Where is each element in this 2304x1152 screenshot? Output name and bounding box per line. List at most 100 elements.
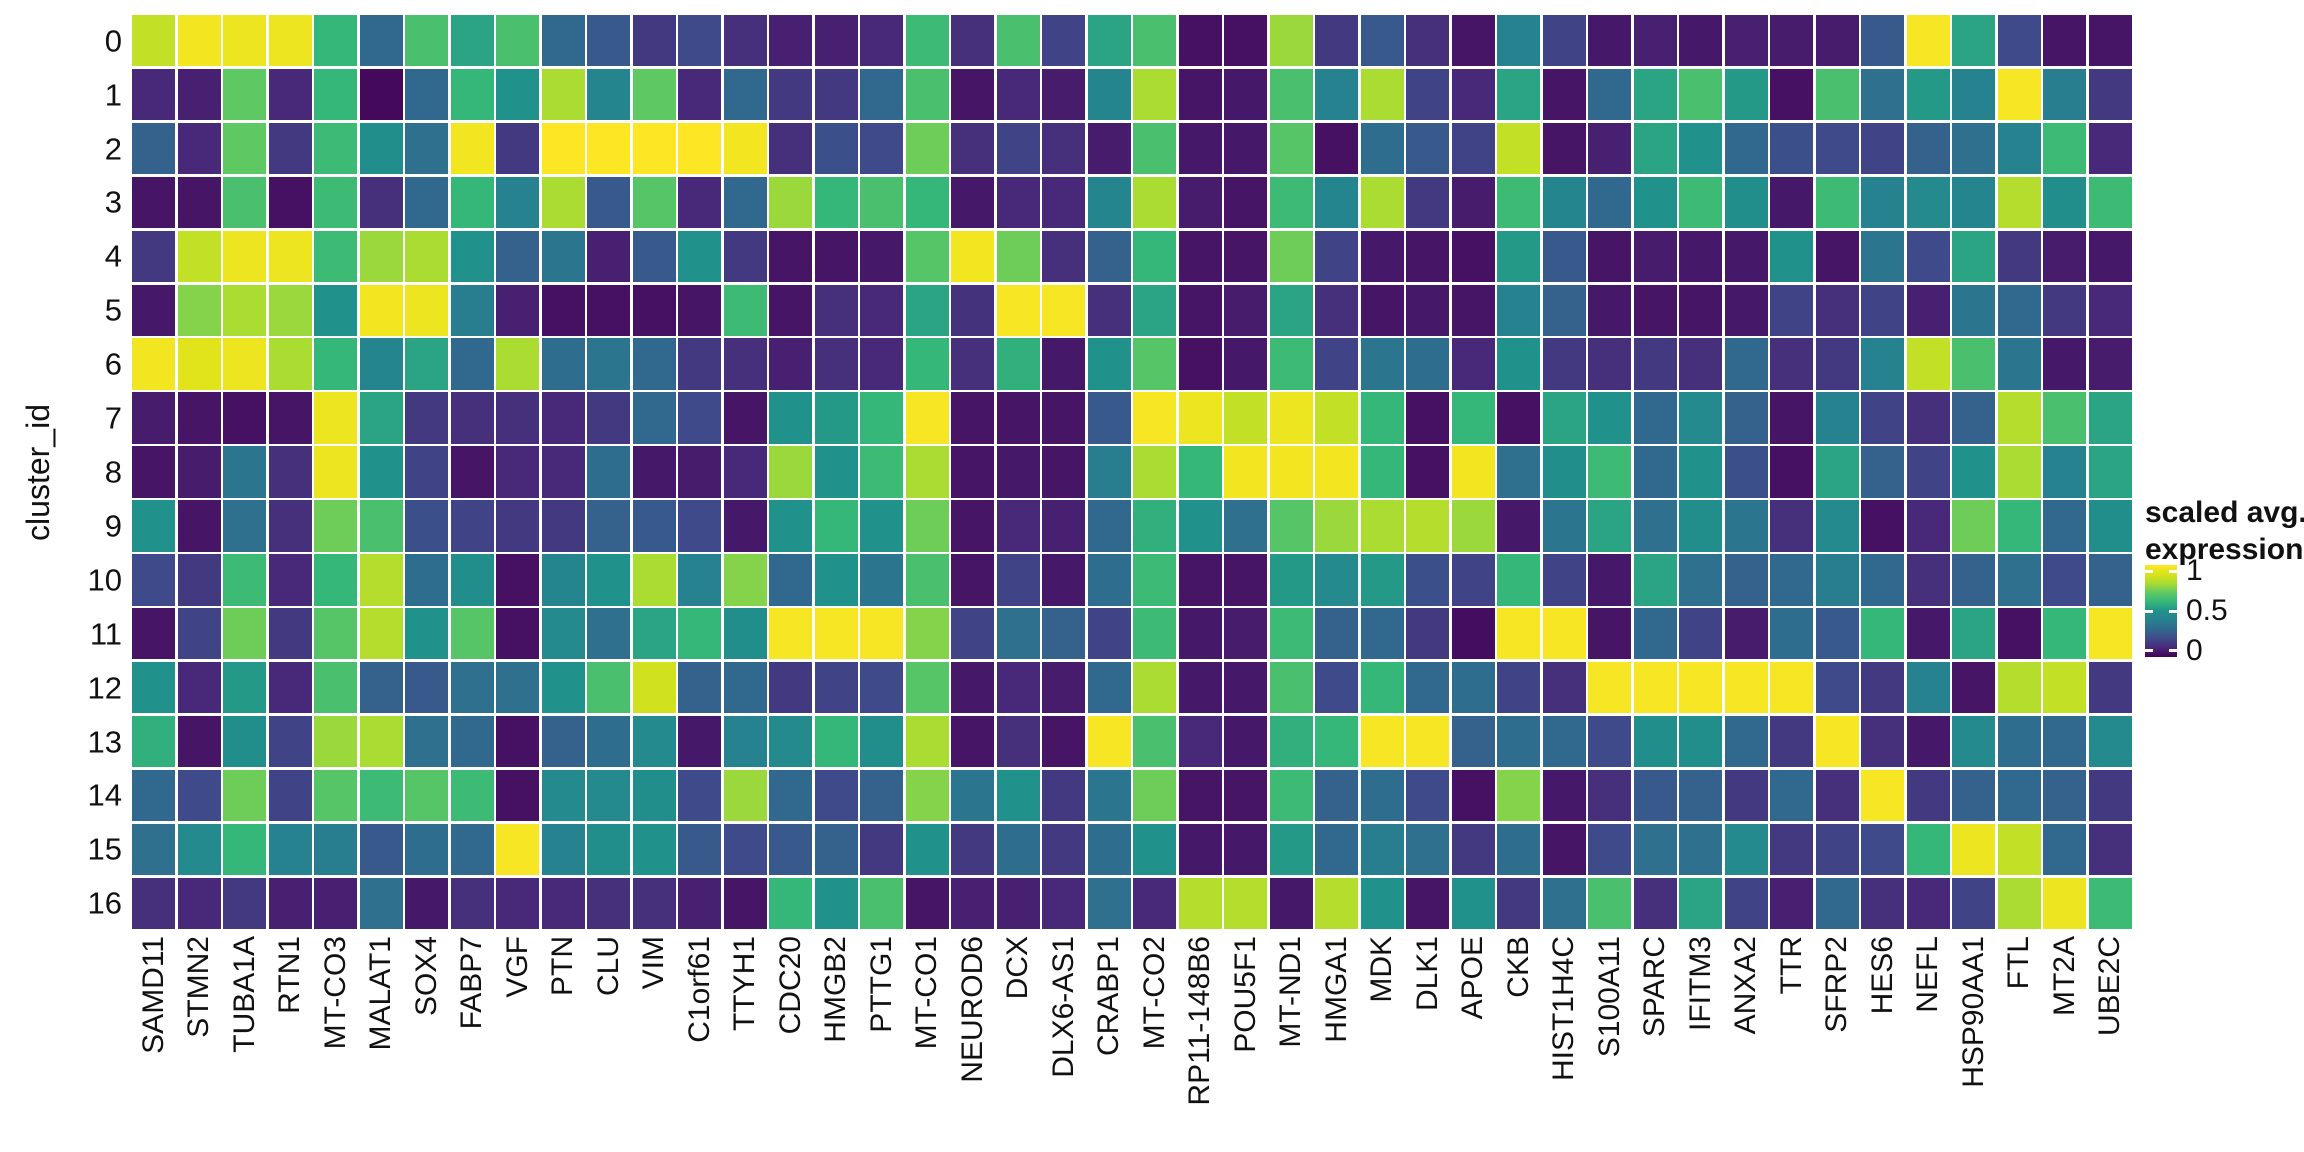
heatmap-cell xyxy=(450,230,494,283)
heatmap-cell xyxy=(996,877,1040,929)
heatmap-cell xyxy=(1906,608,1950,660)
heatmap-cell xyxy=(951,122,995,175)
heatmap-cell xyxy=(1952,284,1996,336)
heatmap-cell xyxy=(769,661,813,714)
heatmap-cell xyxy=(1087,500,1131,552)
heatmap-cell xyxy=(1497,284,1541,336)
heatmap-cell xyxy=(405,15,449,67)
heatmap-cell xyxy=(723,823,767,876)
heatmap-cell xyxy=(860,122,904,175)
heatmap-cell xyxy=(587,15,631,67)
heatmap-cell xyxy=(951,230,995,283)
heatmap-cell xyxy=(1815,500,1859,552)
heatmap-cell xyxy=(177,446,221,498)
x-tick-label: MT-ND1 xyxy=(1274,936,1308,1048)
heatmap-cell xyxy=(268,392,312,444)
heatmap-cell xyxy=(177,68,221,121)
heatmap-cell xyxy=(268,769,312,822)
heatmap-cell xyxy=(1633,338,1677,390)
heatmap-cell xyxy=(1224,446,1268,498)
heatmap-cell xyxy=(905,122,949,175)
heatmap-cell xyxy=(314,661,358,714)
heatmap-cell xyxy=(814,715,858,768)
heatmap-cell xyxy=(2088,554,2132,606)
heatmap-cell xyxy=(951,338,995,390)
heatmap-cell xyxy=(1952,715,1996,768)
heatmap-cell xyxy=(132,230,175,283)
heatmap-cell xyxy=(723,608,767,660)
heatmap-cell xyxy=(1633,392,1677,444)
heatmap-cell xyxy=(314,122,358,175)
heatmap-cell xyxy=(1542,230,1586,283)
heatmap-cell xyxy=(1770,769,1814,822)
heatmap-cell xyxy=(1087,661,1131,714)
heatmap-cell xyxy=(359,15,403,67)
heatmap-cell xyxy=(496,122,540,175)
heatmap-cell xyxy=(1269,68,1313,121)
heatmap-cell xyxy=(1087,392,1131,444)
heatmap-cell xyxy=(1815,392,1859,444)
heatmap-cell xyxy=(1861,122,1905,175)
heatmap-cell xyxy=(1042,715,1086,768)
heatmap-cell xyxy=(541,500,585,552)
heatmap-cell xyxy=(359,769,403,822)
heatmap-cell xyxy=(1588,284,1632,336)
heatmap-cell xyxy=(2043,15,2087,67)
heatmap-cell xyxy=(1906,877,1950,929)
heatmap-cell xyxy=(996,284,1040,336)
heatmap-cell xyxy=(1178,68,1222,121)
heatmap-cell xyxy=(814,284,858,336)
legend-tick-mark xyxy=(2169,569,2177,573)
x-tick-label: SOX4 xyxy=(409,936,443,1017)
heatmap-cell xyxy=(496,554,540,606)
heatmap-cell xyxy=(996,823,1040,876)
heatmap-cell xyxy=(223,392,267,444)
heatmap-cell xyxy=(177,15,221,67)
heatmap-cell xyxy=(405,446,449,498)
heatmap-cell xyxy=(405,769,449,822)
heatmap-cell xyxy=(1178,877,1222,929)
heatmap-cell xyxy=(1042,176,1086,229)
heatmap-cell xyxy=(1224,769,1268,822)
heatmap-cell xyxy=(1588,877,1632,929)
heatmap-cell xyxy=(177,877,221,929)
legend-tick-mark xyxy=(2145,649,2153,653)
heatmap-cell xyxy=(1178,715,1222,768)
heatmap-cell xyxy=(587,68,631,121)
y-tick-label: 13 xyxy=(87,724,122,760)
heatmap-cell xyxy=(1406,392,1450,444)
heatmap-cell xyxy=(723,338,767,390)
heatmap-cell xyxy=(1360,15,1404,67)
heatmap-cell xyxy=(1224,176,1268,229)
heatmap-cell xyxy=(1997,500,2041,552)
heatmap-cell xyxy=(1042,68,1086,121)
x-tick-label: RTN1 xyxy=(273,936,307,1014)
heatmap-cell xyxy=(1042,661,1086,714)
heatmap-cell xyxy=(1633,554,1677,606)
heatmap-cell xyxy=(1360,877,1404,929)
heatmap-cell xyxy=(1451,715,1495,768)
heatmap-cell xyxy=(1451,68,1495,121)
heatmap-cell xyxy=(314,176,358,229)
heatmap-cell xyxy=(860,446,904,498)
heatmap-cell xyxy=(1724,230,1768,283)
heatmap-cell xyxy=(1724,338,1768,390)
heatmap-cell xyxy=(587,500,631,552)
x-tick-label: VGF xyxy=(500,936,534,998)
heatmap-cell xyxy=(1315,122,1359,175)
heatmap-cell xyxy=(314,68,358,121)
heatmap-cell xyxy=(1315,823,1359,876)
heatmap-cell xyxy=(132,122,175,175)
heatmap-cell xyxy=(1087,230,1131,283)
heatmap-cell xyxy=(905,15,949,67)
heatmap-cell xyxy=(587,608,631,660)
heatmap-cell xyxy=(1861,338,1905,390)
legend-tick-mark xyxy=(2169,649,2177,653)
heatmap-cell xyxy=(1133,823,1177,876)
heatmap-cell xyxy=(1815,608,1859,660)
heatmap-cell xyxy=(1360,823,1404,876)
heatmap-cell xyxy=(541,230,585,283)
heatmap-cell xyxy=(1133,284,1177,336)
heatmap-cell xyxy=(2088,68,2132,121)
heatmap-cell xyxy=(268,608,312,660)
